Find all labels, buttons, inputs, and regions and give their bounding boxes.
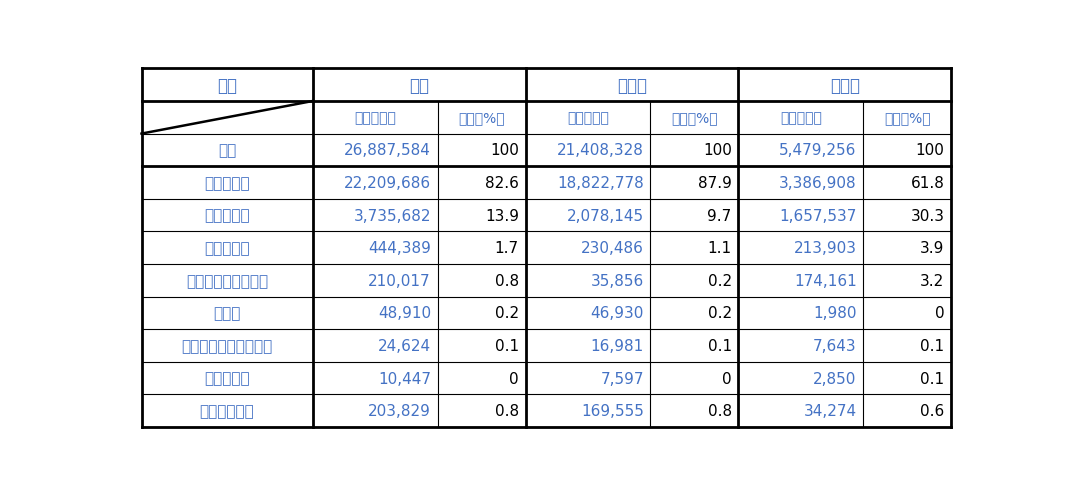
Text: 0.1: 0.1 xyxy=(708,338,731,353)
Text: 444,389: 444,389 xyxy=(368,241,431,256)
Text: 全国: 全国 xyxy=(409,76,430,94)
Text: 100: 100 xyxy=(916,143,944,158)
Text: 2,078,145: 2,078,145 xyxy=(567,208,644,223)
Text: ケチュア語: ケチュア語 xyxy=(205,208,249,223)
Text: 34,274: 34,274 xyxy=(804,403,857,418)
Text: 農村部: 農村部 xyxy=(829,76,860,94)
Text: 聞こえない・話せない: 聞こえない・話せない xyxy=(181,338,273,353)
Text: 87.9: 87.9 xyxy=(698,176,731,191)
Text: 0: 0 xyxy=(722,371,731,386)
Text: 0.1: 0.1 xyxy=(920,371,944,386)
Text: 0.8: 0.8 xyxy=(708,403,731,418)
Text: 1,980: 1,980 xyxy=(813,306,857,321)
Text: ペルー手話: ペルー手話 xyxy=(205,371,249,386)
Text: 外国語: 外国語 xyxy=(213,306,241,321)
Text: 0: 0 xyxy=(510,371,519,386)
Text: 10,447: 10,447 xyxy=(378,371,431,386)
Text: 0.8: 0.8 xyxy=(495,403,519,418)
Text: 100: 100 xyxy=(490,143,519,158)
Text: 48,910: 48,910 xyxy=(377,306,431,321)
Text: 21,408,328: 21,408,328 xyxy=(556,143,644,158)
Text: 3.9: 3.9 xyxy=(920,241,944,256)
Text: 22,209,686: 22,209,686 xyxy=(344,176,431,191)
Text: 82.6: 82.6 xyxy=(485,176,519,191)
Text: 内訳（%）: 内訳（%） xyxy=(884,111,931,125)
Text: 203,829: 203,829 xyxy=(368,403,431,418)
Text: 1.1: 1.1 xyxy=(708,241,731,256)
Text: 0.2: 0.2 xyxy=(708,273,731,288)
Text: 3.2: 3.2 xyxy=(920,273,944,288)
Text: 0: 0 xyxy=(935,306,944,321)
Text: 9.7: 9.7 xyxy=(708,208,731,223)
Text: 不明・無回答: 不明・無回答 xyxy=(199,403,255,418)
Text: 230,486: 230,486 xyxy=(581,241,644,256)
Text: アイマラ語: アイマラ語 xyxy=(205,241,249,256)
Text: 人口（人）: 人口（人） xyxy=(780,111,822,125)
Text: スペイン語: スペイン語 xyxy=(205,176,249,191)
Text: 3,386,908: 3,386,908 xyxy=(779,176,857,191)
Text: 26,887,584: 26,887,584 xyxy=(344,143,431,158)
Text: 30.3: 30.3 xyxy=(910,208,944,223)
Text: 5,479,256: 5,479,256 xyxy=(779,143,857,158)
Text: 合計: 合計 xyxy=(217,143,237,158)
Text: 1.7: 1.7 xyxy=(495,241,519,256)
Text: 内訳（%）: 内訳（%） xyxy=(458,111,505,125)
Text: 1,657,537: 1,657,537 xyxy=(779,208,857,223)
Text: 35,856: 35,856 xyxy=(591,273,644,288)
Text: 0.2: 0.2 xyxy=(495,306,519,321)
Text: 人口（人）: 人口（人） xyxy=(567,111,609,125)
Text: 24,624: 24,624 xyxy=(377,338,431,353)
Text: 都市部: 都市部 xyxy=(617,76,647,94)
Text: 46,930: 46,930 xyxy=(591,306,644,321)
Text: 100: 100 xyxy=(702,143,731,158)
Text: 3,735,682: 3,735,682 xyxy=(354,208,431,223)
Text: 言語: 言語 xyxy=(217,76,237,94)
Text: 2,850: 2,850 xyxy=(813,371,857,386)
Text: 61.8: 61.8 xyxy=(910,176,944,191)
Text: 13.9: 13.9 xyxy=(485,208,519,223)
Text: 0.1: 0.1 xyxy=(495,338,519,353)
Text: 人口（人）: 人口（人） xyxy=(354,111,397,125)
Text: 0.1: 0.1 xyxy=(920,338,944,353)
Text: 7,643: 7,643 xyxy=(813,338,857,353)
Text: 0.8: 0.8 xyxy=(495,273,519,288)
Text: 213,903: 213,903 xyxy=(793,241,857,256)
Text: 169,555: 169,555 xyxy=(581,403,644,418)
Text: 16,981: 16,981 xyxy=(591,338,644,353)
Text: 0.6: 0.6 xyxy=(920,403,944,418)
Text: 18,822,778: 18,822,778 xyxy=(558,176,644,191)
Text: 内訳（%）: 内訳（%） xyxy=(672,111,717,125)
Text: 174,161: 174,161 xyxy=(794,273,857,288)
Text: 7,597: 7,597 xyxy=(600,371,644,386)
Text: 0.2: 0.2 xyxy=(708,306,731,321)
Text: その他の先住民言語: その他の先住民言語 xyxy=(187,273,269,288)
Text: 210,017: 210,017 xyxy=(369,273,431,288)
